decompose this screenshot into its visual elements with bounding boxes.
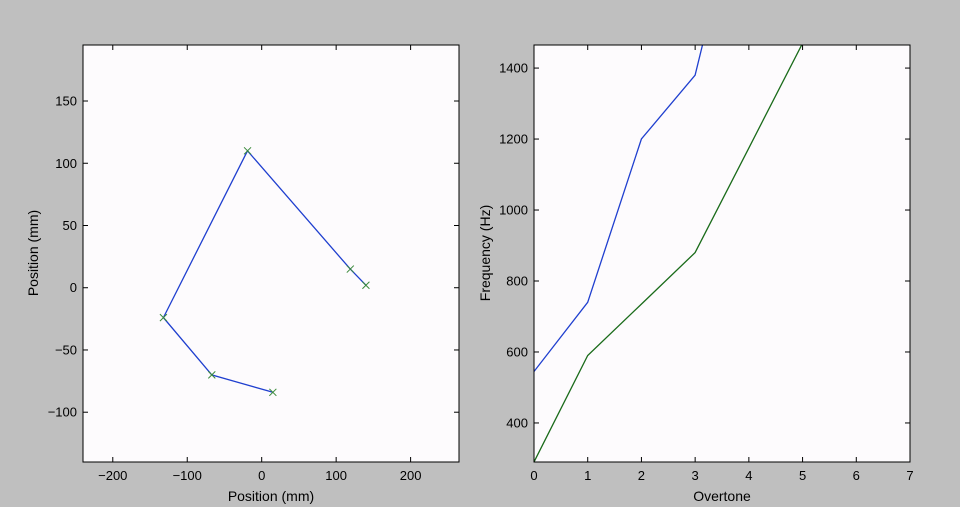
- position-ticks-layer: −200 −100 0 100 200 −100 −50 0 50 100 150: [48, 45, 459, 483]
- frequency-x-tick-label: 7: [906, 468, 913, 483]
- frequency-series-line-1: [534, 45, 704, 372]
- frequency-y-tick-label: 800: [506, 274, 528, 289]
- position-y-tick-label: 100: [55, 156, 77, 171]
- frequency-x-tick-label: 0: [530, 468, 537, 483]
- position-y-axis-label: Position (mm): [25, 210, 41, 296]
- frequency-y-tick-label: 1400: [499, 61, 528, 76]
- position-data-point: [362, 281, 370, 290]
- frequency-x-tick-label: 4: [745, 468, 752, 483]
- frequency-chart: 0 1 2 3 4 5 6 7 400 600 800 1000 1200 1400 Overtone F…: [477, 44, 914, 504]
- position-data-point: [207, 371, 216, 379]
- frequency-series-layer: [534, 45, 803, 462]
- position-x-tick-label: −200: [98, 468, 127, 483]
- position-data-point: [346, 265, 355, 273]
- position-data-point: [269, 388, 277, 397]
- position-y-tick-label: 150: [55, 94, 77, 109]
- position-data-point: [159, 313, 168, 322]
- position-series-layer: [159, 146, 370, 397]
- position-x-tick-label: 0: [258, 468, 265, 483]
- frequency-x-tick-label: 5: [799, 468, 806, 483]
- position-data-point: [243, 146, 252, 155]
- position-plot-frame: [82, 44, 460, 463]
- position-x-axis-label: Position (mm): [228, 488, 314, 504]
- position-x-tick-label: 100: [325, 468, 347, 483]
- position-y-tick-label: 50: [63, 218, 77, 233]
- frequency-y-tick-label: 400: [506, 415, 528, 430]
- position-plot-area: [83, 45, 459, 462]
- frequency-x-tick-label: 3: [692, 468, 699, 483]
- frequency-plot-area: [534, 45, 910, 462]
- position-x-tick-label: −100: [173, 468, 202, 483]
- position-chart: −200 −100 0 100 200 −100 −50 0 50 100 150 Position…: [25, 44, 460, 504]
- frequency-x-tick-label: 6: [853, 468, 860, 483]
- frequency-x-tick-label: 2: [638, 468, 645, 483]
- frequency-ticks-layer: 0 1 2 3 4 5 6 7 400 600 800 1000 1200 1400: [499, 45, 914, 483]
- frequency-y-tick-label: 1000: [499, 203, 528, 218]
- position-y-tick-label: −50: [55, 342, 77, 357]
- frequency-series-line-2: [534, 45, 803, 462]
- frequency-y-tick-label: 600: [506, 344, 528, 359]
- frequency-y-axis-label: Frequency (Hz): [477, 205, 493, 301]
- position-y-tick-label: 0: [70, 280, 77, 295]
- frequency-x-axis-label: Overtone: [693, 488, 751, 504]
- position-y-tick-label: −100: [48, 405, 77, 420]
- frequency-x-tick-label: 1: [584, 468, 591, 483]
- frequency-plot-frame: [533, 44, 911, 463]
- frequency-y-tick-label: 1200: [499, 132, 528, 147]
- position-x-tick-label: 200: [400, 468, 422, 483]
